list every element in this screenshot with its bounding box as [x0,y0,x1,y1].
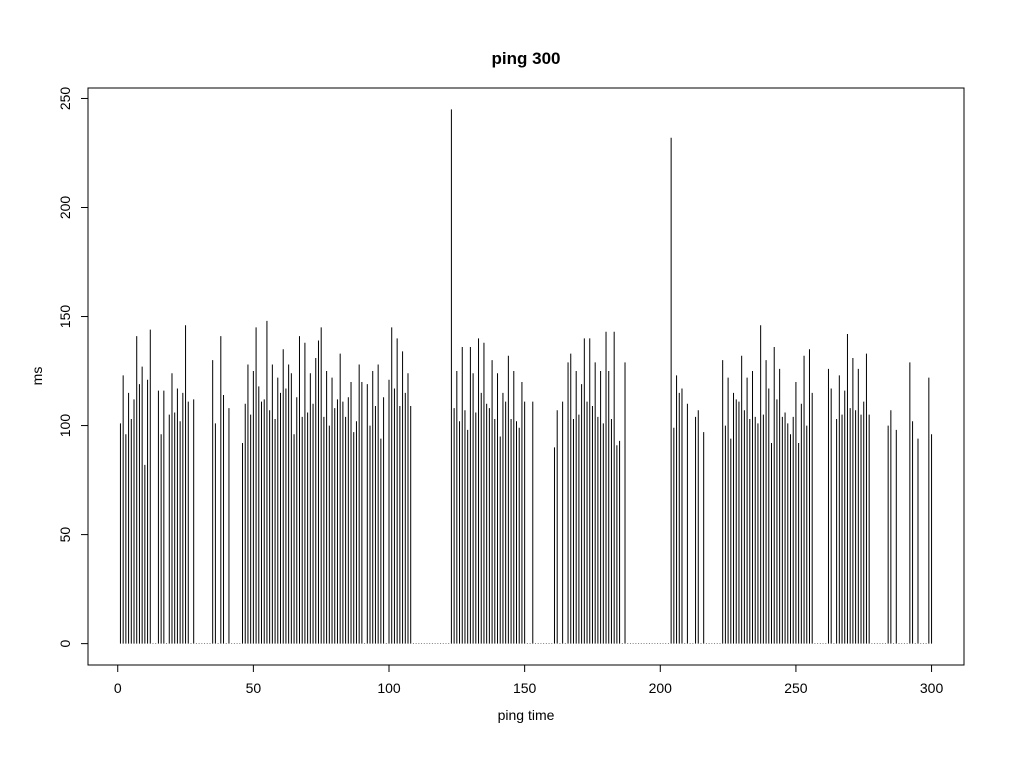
y-axis-label: ms [29,367,45,386]
y-tick-label: 200 [57,196,73,220]
x-tick-label: 150 [513,680,537,696]
x-tick-label: 100 [377,680,401,696]
x-tick-label: 0 [114,680,122,696]
y-tick-label: 250 [57,87,73,111]
x-tick-label: 50 [246,680,262,696]
x-axis-label: ping time [498,707,555,723]
x-tick-label: 200 [649,680,673,696]
y-tick-label: 50 [57,527,73,543]
chart-title: ping 300 [492,49,561,68]
x-tick-label: 250 [784,680,808,696]
plot-box [87,87,965,666]
x-tick-label: 300 [920,680,944,696]
y-tick-label: 150 [57,305,73,329]
y-tick-label: 0 [57,640,73,648]
y-tick-label: 100 [57,414,73,438]
